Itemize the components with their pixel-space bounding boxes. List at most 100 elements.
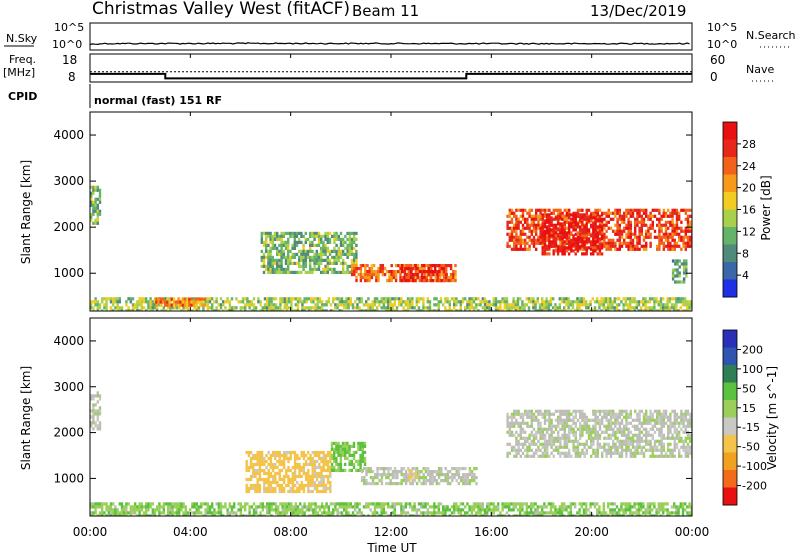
scatter-cell <box>455 508 457 511</box>
scatter-cell <box>455 300 457 303</box>
scatter-cell <box>105 508 107 511</box>
scatter-cell <box>316 490 318 493</box>
scatter-cell <box>441 264 443 267</box>
noise-tick-left-top: 10^5 <box>54 21 84 34</box>
scatter-cell <box>402 508 404 511</box>
scatter-cell <box>561 434 563 437</box>
scatter-cell <box>374 297 376 300</box>
scatter-cell <box>452 276 454 279</box>
scatter-cell <box>92 204 94 207</box>
scatter-cell <box>320 271 322 274</box>
scatter-cell <box>274 238 276 241</box>
scatter-cell <box>301 300 303 303</box>
scatter-cell <box>231 511 233 514</box>
scatter-cell <box>342 253 344 256</box>
scatter-cell <box>513 224 515 227</box>
scatter-cell <box>586 228 588 231</box>
scatter-cell <box>627 297 629 300</box>
scatter-cell <box>448 264 450 267</box>
scatter-cell <box>296 253 298 256</box>
scatter-cell <box>572 221 574 224</box>
scatter-cell <box>375 270 377 273</box>
noise-tick-right-top: 10^5 <box>707 21 737 34</box>
scatter-cell <box>689 215 691 218</box>
scatter-cell <box>358 273 360 276</box>
scatter-cell <box>566 213 568 216</box>
scatter-cell <box>310 508 312 511</box>
scatter-cell <box>294 247 296 250</box>
scatter-cell <box>542 252 544 255</box>
scatter-cell <box>340 469 342 472</box>
scatter-cell <box>347 306 349 309</box>
scatter-cell <box>261 241 263 244</box>
scatter-cell <box>592 449 594 452</box>
scatter-cell <box>333 448 335 451</box>
scatter-cell <box>209 508 211 511</box>
scatter-cell <box>358 502 360 505</box>
scatter-cell <box>327 481 329 484</box>
scatter-cell <box>108 508 110 511</box>
nsky-line <box>90 43 690 45</box>
scatter-cell <box>457 508 459 511</box>
scatter-cell <box>550 443 552 446</box>
scatter-cell <box>623 221 625 224</box>
scatter-cell <box>329 232 331 235</box>
scatter-cell <box>689 221 691 224</box>
scatter-cell <box>307 472 309 475</box>
scatter-cell <box>320 241 322 244</box>
scatter-cell <box>424 511 426 514</box>
scatter-cell <box>677 508 679 511</box>
scatter-cell <box>302 250 304 253</box>
scatter-cell <box>633 297 635 300</box>
scatter-cell <box>108 511 110 514</box>
scatter-cell <box>297 505 299 508</box>
scatter-cell <box>564 434 566 437</box>
scatter-cell <box>324 271 326 274</box>
scatter-cell <box>323 463 325 466</box>
scatter-cell <box>666 303 668 306</box>
scatter-cell <box>448 279 450 282</box>
scatter-cell <box>434 479 436 482</box>
scatter-cell <box>559 505 561 508</box>
scatter-cell <box>380 267 382 270</box>
scatter-cell <box>567 306 569 309</box>
scatter-cell <box>362 451 364 454</box>
scatter-cell <box>240 508 242 511</box>
scatter-cell <box>412 279 414 282</box>
scatter-cell <box>145 508 147 511</box>
scatter-cell <box>509 221 511 224</box>
scatter-cell <box>274 481 276 484</box>
scatter-cell <box>493 505 495 508</box>
scatter-cell <box>359 448 361 451</box>
scatter-cell <box>380 297 382 300</box>
scatter-cell <box>377 270 379 273</box>
scatter-cell <box>317 297 319 300</box>
scatter-cell <box>301 454 303 457</box>
scatter-cell <box>534 502 536 505</box>
scatter-cell <box>240 502 242 505</box>
scatter-cell <box>592 440 594 443</box>
scatter-cell <box>350 505 352 508</box>
scatter-cell <box>658 505 660 508</box>
scatter-cell <box>672 259 674 262</box>
scatter-cell <box>418 476 420 479</box>
scatter-cell <box>265 466 267 469</box>
scatter-cell <box>575 219 577 222</box>
scatter-cell <box>270 481 272 484</box>
scatter-cell <box>322 244 324 247</box>
scatter-cell <box>552 297 554 300</box>
scatter-cell <box>511 230 513 233</box>
scatter-cell <box>665 236 667 239</box>
scatter-cell <box>601 237 603 240</box>
scatter-cell <box>254 487 256 490</box>
scatter-cell <box>296 475 298 478</box>
scatter-cell <box>343 306 345 309</box>
scatter-cell <box>499 303 501 306</box>
scatter-cell <box>254 472 256 475</box>
scatter-cell <box>317 300 319 303</box>
scatter-cell <box>246 490 248 493</box>
scatter-cell <box>281 463 283 466</box>
scatter-cell <box>515 245 517 248</box>
scatter-cell <box>594 428 596 431</box>
scatter-cell <box>310 306 312 309</box>
